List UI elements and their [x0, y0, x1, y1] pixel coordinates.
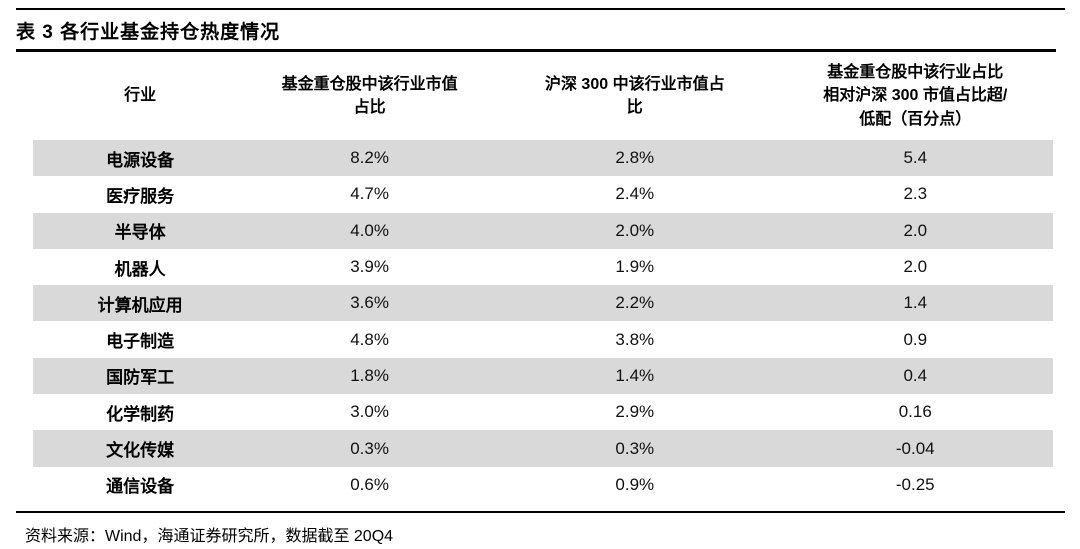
- over-under-cell: 0.9: [903, 329, 928, 349]
- industry-cell: 电源设备: [106, 150, 175, 170]
- csi300-weight-cell: 2.0%: [615, 220, 655, 240]
- table-row: 电子制造 4.8% 3.8% 0.9: [33, 321, 1053, 357]
- over-under-cell: 1.4: [903, 293, 928, 313]
- table-row: 半导体 4.0% 2.0% 2.0: [33, 212, 1053, 249]
- industry-cell: 医疗服务: [106, 186, 175, 206]
- csi300-weight-cell: 2.4%: [615, 184, 655, 204]
- over-under-cell: -0.04: [895, 438, 935, 458]
- over-under-cell: 0.16: [898, 402, 932, 422]
- over-under-cell: -0.25: [895, 474, 935, 494]
- csi300-weight-cell: 0.3%: [615, 438, 655, 458]
- csi300-weight-cell: 2.9%: [615, 402, 655, 422]
- over-under-cell: 2.0: [903, 257, 928, 277]
- industry-cell: 国防军工: [106, 368, 175, 388]
- table-row: 化学制药 3.0% 2.9% 0.16: [33, 394, 1053, 430]
- industry-fund-holdings-table: 行业 基金重仓股中该行业市值 占比 沪深 300 中该行业市值占 比 基金重仓股…: [33, 52, 1053, 503]
- table-row: 电源设备 8.2% 2.8% 5.4: [33, 140, 1053, 177]
- header-fund-weight: 基金重仓股中该行业市值 占比: [281, 75, 458, 116]
- table-header-row: 行业 基金重仓股中该行业市值 占比 沪深 300 中该行业市值占 比 基金重仓股…: [33, 52, 1053, 140]
- fund-weight-cell: 1.8%: [350, 365, 389, 385]
- table-row: 文化传媒 0.3% 0.3% -0.04: [33, 430, 1053, 467]
- industry-cell: 化学制药: [106, 404, 175, 424]
- header-csi300-weight: 沪深 300 中该行业市值占 比: [544, 75, 725, 116]
- fund-weight-cell: 4.7%: [350, 184, 389, 204]
- over-under-cell: 2.0: [903, 220, 928, 240]
- table-body: 电源设备 8.2% 2.8% 5.4 医疗服务 4.7% 2.4% 2.3 半导…: [33, 140, 1053, 503]
- header-industry: 行业: [124, 87, 157, 105]
- table-row: 医疗服务 4.7% 2.4% 2.3: [33, 176, 1053, 212]
- header-over-under: 基金重仓股中该行业占比 相对沪深 300 市值占比超/ 低配（百分点）: [823, 64, 1008, 128]
- fund-weight-cell: 3.6%: [350, 293, 389, 313]
- csi300-weight-cell: 2.2%: [615, 293, 655, 313]
- csi300-weight-cell: 3.8%: [615, 329, 655, 349]
- csi300-weight-cell: 2.8%: [615, 148, 655, 168]
- over-under-cell: 5.4: [903, 148, 928, 168]
- fund-weight-cell: 3.9%: [350, 257, 389, 277]
- industry-cell: 机器人: [114, 259, 166, 279]
- csi300-weight-cell: 1.9%: [615, 257, 655, 277]
- top-divider: [16, 8, 1065, 10]
- table-row: 国防军工 1.8% 1.4% 0.4: [33, 357, 1053, 395]
- over-under-cell: 2.3: [903, 184, 928, 204]
- csi300-weight-cell: 1.4%: [615, 365, 655, 385]
- fund-weight-cell: 8.2%: [350, 148, 389, 168]
- industry-cell: 计算机应用: [97, 295, 183, 315]
- table-row: 计算机应用 3.6% 2.2% 1.4: [33, 285, 1053, 322]
- csi300-weight-cell: 0.9%: [615, 474, 655, 494]
- fund-weight-cell: 4.8%: [350, 329, 389, 349]
- fund-weight-cell: 4.0%: [350, 220, 389, 240]
- fund-weight-cell: 0.6%: [350, 474, 389, 494]
- footer-divider: [16, 511, 1065, 513]
- industry-cell: 半导体: [114, 223, 166, 243]
- industry-cell: 文化传媒: [106, 441, 175, 461]
- fund-weight-cell: 0.3%: [350, 438, 389, 458]
- source-note: 资料来源：Wind，海通证券研究所，数据截至 20Q4: [25, 528, 394, 545]
- table-row: 通信设备 0.6% 0.9% -0.25: [33, 467, 1053, 503]
- title-divider: [16, 49, 1056, 52]
- fund-weight-cell: 3.0%: [350, 402, 389, 422]
- industry-cell: 电子制造: [106, 332, 175, 352]
- over-under-cell: 0.4: [903, 365, 928, 385]
- industry-cell: 通信设备: [106, 477, 175, 497]
- table-title: 表 3 各行业基金持仓热度情况: [16, 22, 281, 43]
- table-row: 机器人 3.9% 1.9% 2.0: [33, 249, 1053, 285]
